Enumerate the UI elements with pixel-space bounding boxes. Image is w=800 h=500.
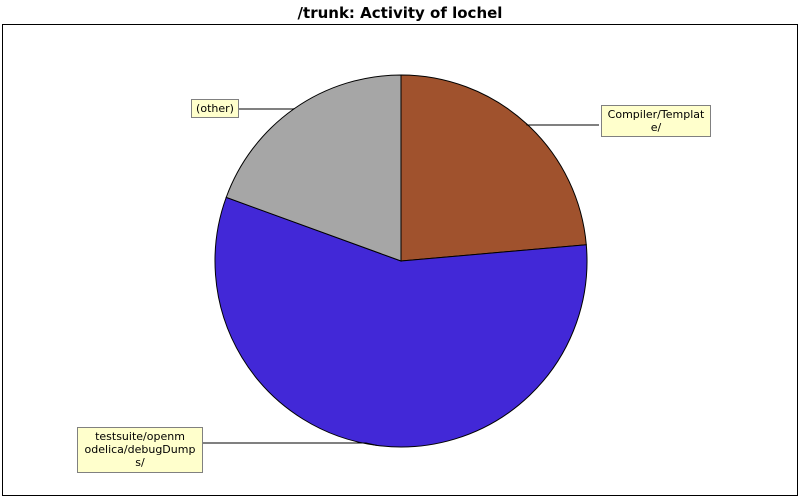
leader-line-1: [203, 443, 377, 445]
slice-label-other: (other): [191, 99, 239, 118]
chart-title: /trunk: Activity of lochel: [0, 0, 800, 24]
slice-label-testsuite-debugdumps: testsuite/openmodelica/debugDumps/: [77, 427, 203, 473]
leader-line-0: [527, 124, 599, 125]
chart-area: Compiler/Template/ testsuite/openmodelic…: [2, 24, 798, 496]
pie-slice-0: [401, 75, 586, 261]
slice-label-compiler-template: Compiler/Template/: [601, 105, 711, 137]
